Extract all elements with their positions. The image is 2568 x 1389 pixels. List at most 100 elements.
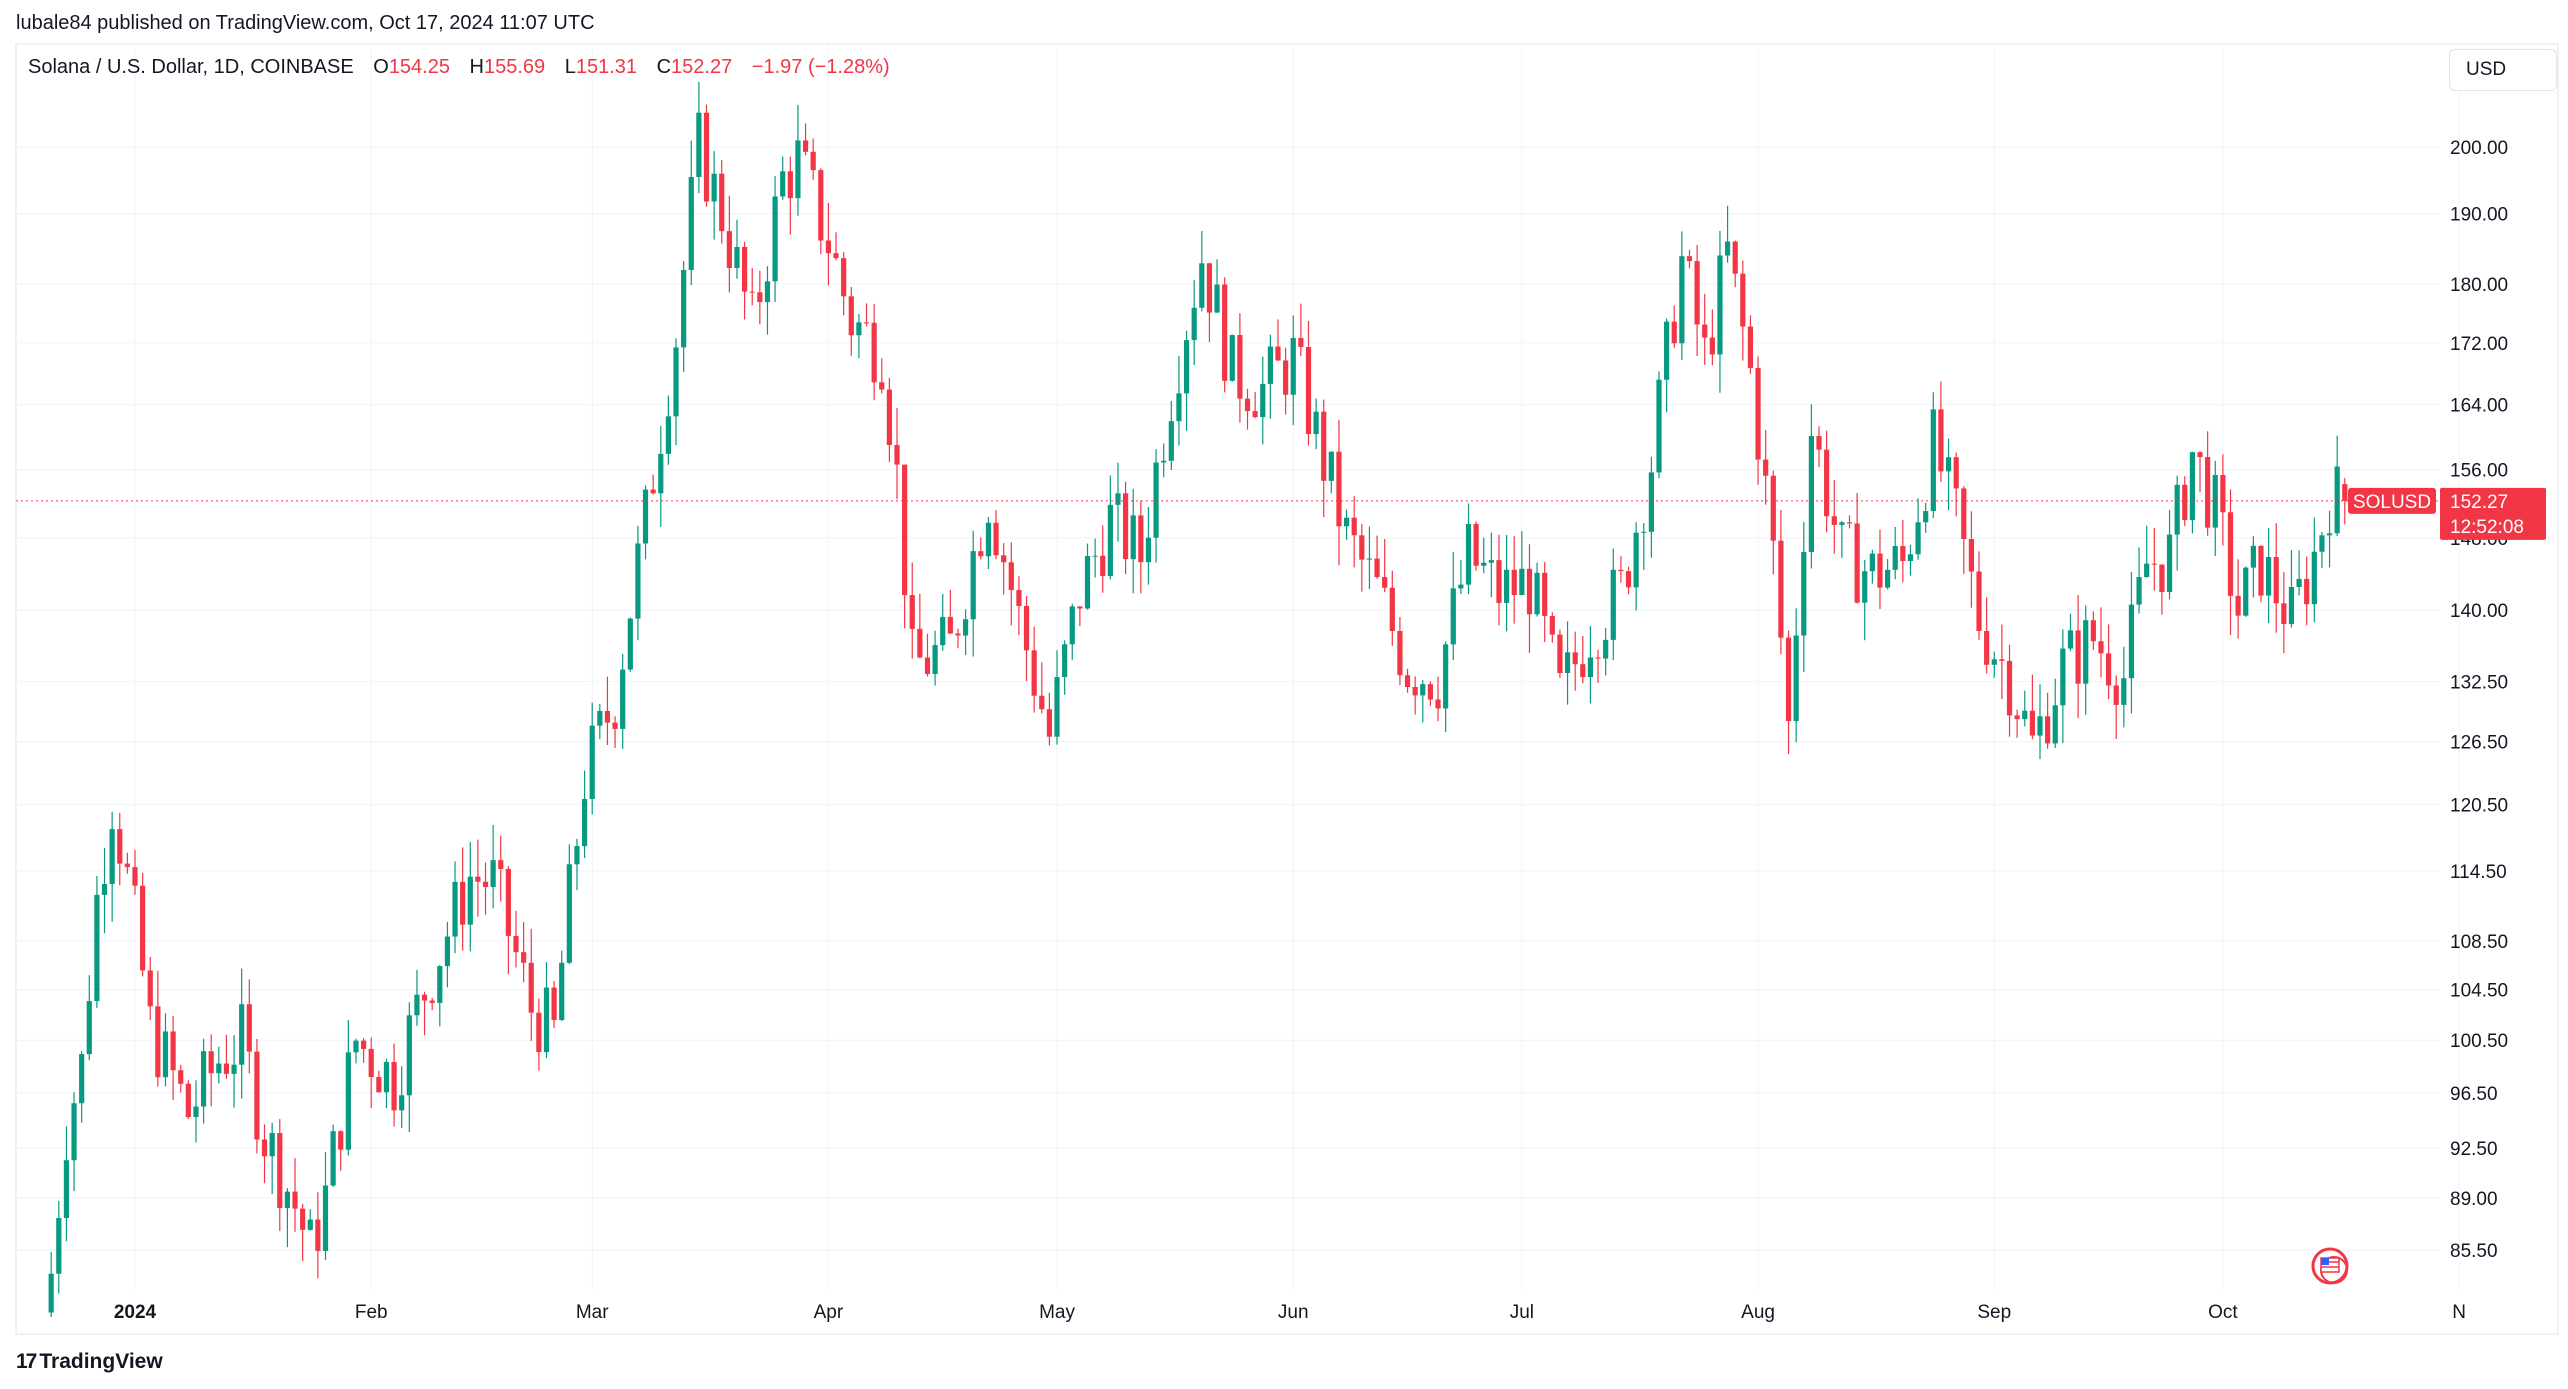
candle-body — [696, 112, 702, 177]
candle-body — [1785, 637, 1792, 722]
candle-body — [63, 1160, 70, 1219]
y-tick-label: 120.50 — [2450, 796, 2508, 817]
candle-body — [886, 389, 892, 445]
candle-body — [239, 1004, 245, 1065]
candle-body — [1740, 273, 1746, 327]
candle-body — [1488, 560, 1494, 563]
candle-body — [1283, 360, 1289, 395]
candle-body — [391, 1061, 397, 1111]
candle-body — [1991, 659, 1997, 665]
candle-body — [1519, 568, 1525, 596]
candle-body — [2113, 685, 2119, 705]
candle-body — [117, 829, 123, 864]
candle-body — [2166, 534, 2173, 593]
candle-body — [1244, 398, 1251, 412]
candle-body — [1252, 411, 1258, 418]
candle-body — [56, 1218, 62, 1274]
candle-body — [2250, 545, 2256, 568]
x-tick-label: 2024 — [114, 1302, 157, 1323]
candle-body — [2258, 545, 2264, 596]
symbol-title[interactable]: Solana / U.S. Dollar, 1D, COINBASE — [28, 56, 354, 78]
open-value: 154.25 — [388, 56, 450, 78]
candle-body — [1046, 709, 1052, 737]
candle-body — [1557, 634, 1563, 674]
candle-body — [2045, 716, 2051, 744]
candle-body — [1008, 562, 1014, 591]
candle-body — [1724, 241, 1731, 256]
candle-body — [1564, 652, 1571, 674]
tradingview-logo[interactable]: 17 TradingView — [16, 1350, 163, 1374]
candle-body — [2311, 551, 2317, 605]
candle-body — [2319, 535, 2325, 552]
candle-body — [742, 247, 748, 292]
candle-body — [1427, 684, 1433, 700]
candle-body — [2197, 452, 2203, 458]
candle-body — [437, 966, 443, 1003]
candle-body — [1404, 675, 1411, 688]
candle-body — [1183, 340, 1190, 394]
candle-body — [1481, 562, 1487, 566]
candle-body — [414, 994, 420, 1016]
candle-body — [1084, 555, 1091, 609]
x-tick-label: May — [1039, 1302, 1075, 1323]
candle-body — [2281, 603, 2287, 625]
candle-body — [452, 881, 458, 937]
candle-body — [551, 987, 557, 1021]
candle-body — [193, 1106, 199, 1118]
candle-body — [1717, 255, 1723, 355]
candle-body — [1382, 577, 1388, 588]
candle-body — [1237, 335, 1243, 399]
candle-body — [330, 1131, 336, 1186]
candle-body — [2334, 466, 2340, 534]
candle-body — [1603, 639, 1609, 659]
price-tag-value: 152.27 — [2450, 492, 2508, 513]
x-tick-label: N — [2452, 1302, 2466, 1323]
candle-body — [1778, 540, 1784, 638]
candle-body — [734, 247, 740, 269]
candle-body — [1793, 635, 1799, 722]
candle-body — [894, 444, 900, 465]
candle-body — [970, 551, 976, 620]
candle-body — [688, 176, 694, 271]
candle-body — [48, 1273, 54, 1313]
candle-body — [2227, 512, 2234, 596]
candle-body — [1206, 263, 1213, 313]
candle-body — [513, 935, 519, 953]
candle-body — [574, 846, 580, 865]
x-tick-label: Jun — [1278, 1302, 1309, 1323]
time-axis[interactable]: 2024 Feb Mar Apr May Jun Jul Aug Sep Oct N — [114, 1302, 2466, 1323]
last-price-marker: SOLUSD 152.27 12:52:08 — [16, 487, 2546, 540]
candle-body — [345, 1052, 351, 1150]
grid — [16, 44, 2460, 1290]
candle-body — [1976, 571, 1982, 631]
candle-body — [109, 829, 115, 884]
candle-body — [2159, 564, 2165, 593]
y-tick-label: 156.00 — [2450, 460, 2508, 481]
candle-body — [1450, 588, 1456, 645]
candle-body — [300, 1208, 306, 1230]
candle-body — [1267, 346, 1273, 384]
candle-body — [1549, 615, 1555, 635]
candle-body — [1023, 605, 1030, 651]
candle-body — [810, 151, 816, 171]
candle-body — [1001, 555, 1007, 563]
candle-body — [2098, 641, 2104, 654]
candle-body — [353, 1040, 359, 1053]
candle-body — [1961, 488, 1967, 540]
candle-body — [1686, 256, 1693, 262]
candle-body — [856, 322, 862, 336]
candle-body — [1123, 493, 1129, 560]
currency-button[interactable]: USD — [2449, 49, 2557, 91]
candle-body — [1176, 393, 1182, 422]
candle-body — [482, 881, 489, 887]
candle-body — [802, 140, 809, 152]
candle-body — [361, 1040, 367, 1049]
candle-body — [140, 885, 146, 971]
candle-body — [185, 1083, 191, 1118]
candle-body — [1031, 650, 1037, 696]
y-tick-label: 190.00 — [2450, 205, 2508, 226]
low-label: L — [564, 56, 576, 78]
candle-body — [1107, 504, 1113, 577]
candle-body — [703, 112, 710, 202]
